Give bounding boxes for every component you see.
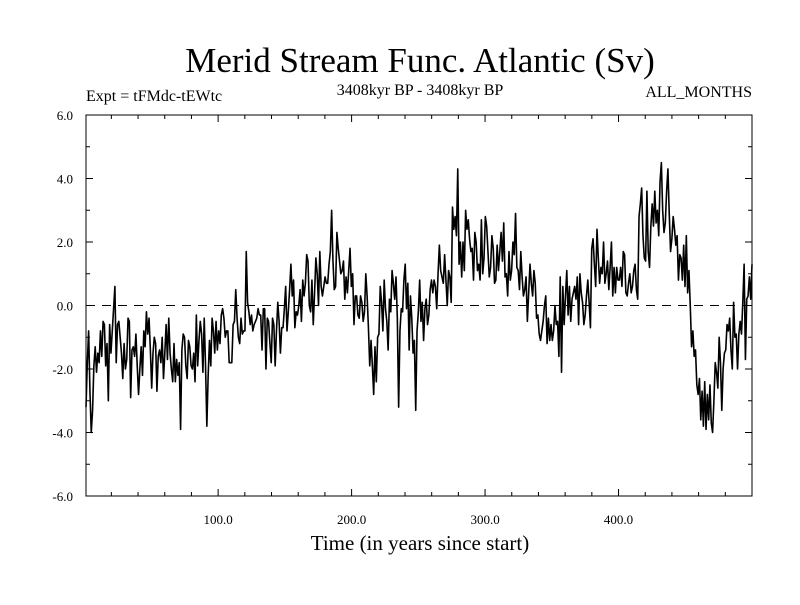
y-tick-label: 2.0	[57, 235, 73, 250]
y-tick-label: 4.0	[57, 172, 73, 187]
time-range-label: 3408kyr BP - 3408kyr BP	[337, 82, 504, 99]
plot-frame	[85, 114, 753, 497]
y-tick-label: -2.0	[52, 362, 73, 377]
x-tick-label: 100.0	[204, 512, 233, 527]
x-tick-label: 300.0	[470, 512, 499, 527]
y-tick-label: 6.0	[57, 108, 73, 123]
experiment-label: Expt = tFMdc-tEWtc	[86, 88, 222, 105]
y-tick-label: 0.0	[57, 299, 73, 314]
chart-title: Merid Stream Func. Atlantic (Sv)	[185, 41, 655, 80]
series-line	[85, 161, 753, 434]
x-axis-label: Time (in years since start)	[311, 531, 530, 555]
x-axis: 100.0 200.0 300.0 400.0	[110, 115, 726, 527]
y-tick-label: -6.0	[52, 489, 73, 504]
y-tick-label: -4.0	[52, 426, 73, 441]
y-axis: -6.0 -4.0 -2.0 0.0 2.0 4.0 6.0	[52, 108, 752, 504]
x-tick-label: 400.0	[604, 512, 633, 527]
x-tick-label: 200.0	[337, 512, 366, 527]
months-label: ALL_MONTHS	[645, 84, 752, 101]
